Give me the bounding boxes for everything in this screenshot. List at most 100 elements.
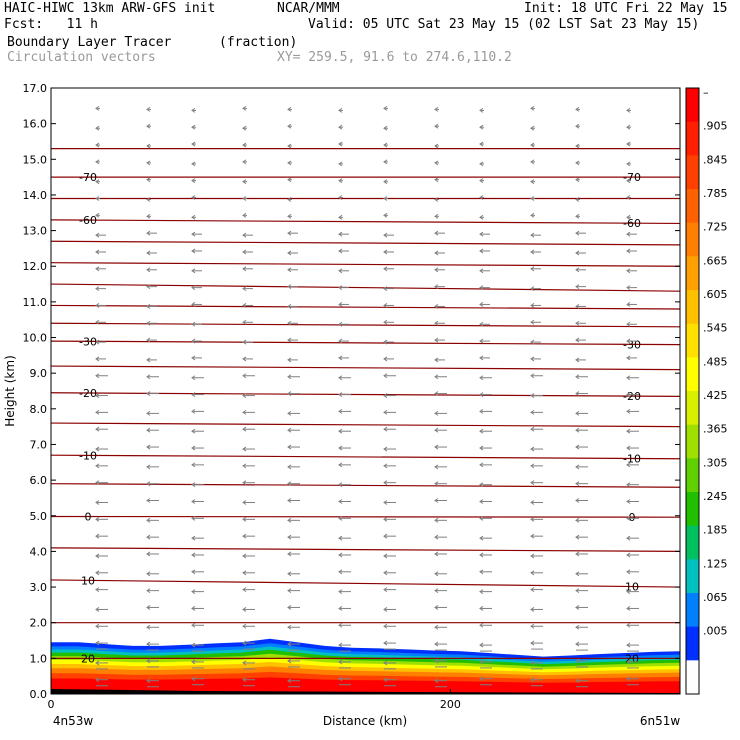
wind-vector bbox=[146, 177, 151, 183]
wind-vector-head bbox=[626, 268, 631, 274]
wind-vector-head bbox=[626, 659, 631, 665]
wind-vector bbox=[191, 375, 204, 381]
wind-vector-head bbox=[242, 125, 247, 131]
wind-vector-head bbox=[530, 249, 535, 255]
wind-vector-head bbox=[242, 142, 247, 148]
wind-vector-head bbox=[383, 553, 388, 559]
wind-vector bbox=[434, 374, 447, 380]
wind-vector-head bbox=[479, 321, 484, 327]
wind-vector bbox=[530, 142, 535, 148]
wind-vector-head bbox=[287, 534, 292, 540]
wind-vector-head bbox=[575, 230, 580, 236]
wind-vector-head bbox=[191, 499, 196, 504]
wind-vector-head bbox=[434, 481, 439, 487]
wind-vector-head bbox=[626, 589, 631, 595]
wind-vector bbox=[287, 374, 300, 380]
org-label: NCAR/MMM bbox=[277, 1, 340, 16]
wind-vector bbox=[383, 105, 388, 111]
wind-vector-head bbox=[95, 587, 100, 593]
wind-vector bbox=[95, 607, 108, 612]
colorbar-swatch bbox=[686, 323, 699, 358]
wind-vector-head bbox=[191, 161, 196, 167]
wind-vector-head bbox=[95, 105, 100, 111]
wind-vector-head bbox=[146, 357, 151, 363]
wind-vector-head bbox=[338, 482, 343, 488]
wind-vector-head bbox=[383, 232, 388, 238]
wind-vector bbox=[626, 214, 631, 220]
wind-vector-head bbox=[338, 428, 343, 434]
wind-vector bbox=[626, 535, 639, 541]
wind-vector bbox=[146, 534, 159, 540]
wind-vector-head bbox=[242, 179, 247, 185]
colorbar: – .905 .845 .785 .725 .665 .605 .545 .485 .425 .36… bbox=[685, 86, 728, 695]
wind-vector-head bbox=[242, 303, 247, 308]
wind-vector-head bbox=[626, 231, 631, 237]
colorbar-swatch bbox=[686, 424, 699, 459]
wind-vector-head bbox=[530, 640, 535, 646]
y-tick-label: 13.0 bbox=[23, 225, 48, 238]
wind-vector-head bbox=[575, 337, 580, 343]
wind-vector-head bbox=[626, 606, 631, 611]
wind-vector-head bbox=[434, 123, 439, 129]
wind-vector-head bbox=[146, 551, 151, 557]
wind-vector-head bbox=[338, 214, 343, 220]
wind-vector-head bbox=[383, 196, 388, 201]
x-axis-label: Distance (km) bbox=[323, 714, 407, 728]
wind-vector-head bbox=[626, 285, 631, 291]
wind-vector bbox=[479, 428, 492, 434]
wind-vector-head bbox=[530, 623, 535, 629]
y-tick-label: 16.0 bbox=[23, 118, 48, 131]
colorbar-swatch bbox=[686, 391, 699, 426]
isotherm-label: 10 bbox=[81, 574, 95, 587]
wind-vector-head bbox=[575, 534, 580, 540]
plot-frame bbox=[50, 87, 681, 695]
wind-vector-head bbox=[575, 517, 580, 523]
y-tick-label: 5.0 bbox=[30, 510, 48, 523]
wind-vector bbox=[530, 159, 535, 165]
wind-vector bbox=[575, 391, 588, 396]
wind-vector bbox=[575, 374, 588, 380]
wind-vector bbox=[242, 249, 253, 255]
wind-vector bbox=[95, 125, 100, 131]
wind-vector-head bbox=[626, 178, 631, 184]
wind-vector-head bbox=[287, 123, 292, 129]
wind-vector bbox=[434, 444, 447, 450]
wind-vector-head bbox=[626, 248, 631, 254]
wind-vector bbox=[434, 641, 447, 651]
wind-vector-head bbox=[479, 622, 484, 628]
wind-vector bbox=[95, 393, 108, 398]
wind-vector bbox=[479, 445, 492, 451]
wind-vector-head bbox=[191, 321, 196, 327]
wind-vector-head bbox=[95, 640, 100, 646]
wind-vector bbox=[95, 446, 108, 452]
wind-vector-head bbox=[530, 516, 535, 522]
wind-vector bbox=[242, 373, 255, 379]
wind-vector bbox=[287, 284, 298, 290]
wind-vector-head bbox=[479, 606, 484, 611]
wind-vector-head bbox=[338, 248, 343, 254]
wind-vector-head bbox=[626, 124, 631, 130]
wind-vector bbox=[191, 355, 202, 361]
wind-vector bbox=[530, 125, 535, 131]
wind-vector-head bbox=[338, 161, 343, 167]
wind-vector-head bbox=[191, 408, 196, 414]
wind-vector bbox=[95, 409, 108, 415]
wind-vector-head bbox=[95, 500, 100, 505]
wind-vector-head bbox=[95, 446, 100, 452]
wind-vector-head bbox=[287, 357, 292, 363]
wind-vector bbox=[146, 357, 157, 363]
wind-vector-head bbox=[434, 267, 439, 273]
wind-vector-head bbox=[575, 304, 580, 309]
wind-vector-head bbox=[479, 285, 484, 291]
wind-vector-head bbox=[626, 321, 631, 327]
wind-vector-head bbox=[383, 426, 388, 432]
wind-vector-head bbox=[146, 197, 151, 202]
wind-vector bbox=[383, 142, 388, 148]
wind-vector-head bbox=[338, 338, 343, 344]
wind-vector bbox=[338, 462, 351, 468]
wind-vector-head bbox=[626, 302, 631, 307]
wind-vector-head bbox=[95, 426, 100, 432]
wind-vector-head bbox=[434, 588, 439, 594]
wind-vector-head bbox=[146, 410, 151, 416]
wind-vector bbox=[287, 641, 300, 651]
